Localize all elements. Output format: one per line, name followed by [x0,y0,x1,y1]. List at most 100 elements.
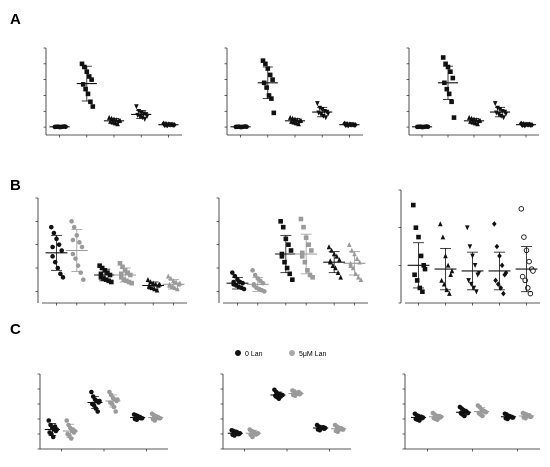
chart-b3 [398,189,540,306]
data-point [142,116,148,122]
data-point [465,225,470,231]
data-point [282,259,287,265]
data-point [412,272,417,278]
data-point [68,436,74,441]
data-point [117,261,123,266]
data-point [90,104,96,109]
data-point [307,272,313,278]
data-point [118,271,124,277]
data-point [95,409,100,414]
data-point [444,86,450,92]
legend: 0 Lan 5μM Lan [235,350,326,358]
chart-c2 [220,373,351,452]
series-group [227,427,243,438]
data-point [439,277,444,283]
data-point [492,221,497,227]
data-point [418,253,424,259]
data-point [260,58,266,63]
data-point [445,262,451,268]
data-point [230,270,235,275]
data-point [411,202,416,208]
data-group [142,276,165,293]
data-group [76,61,97,109]
data-group [312,101,333,121]
data-point [250,268,255,273]
data-point [493,277,498,284]
data-point [81,277,86,282]
data-point [98,271,104,277]
data-group [407,202,430,294]
data-point [315,101,320,107]
data-point [334,253,340,259]
data-point [82,64,87,70]
series-group [130,412,146,423]
series-group [410,411,427,423]
data-point [501,290,506,297]
data-point [121,277,127,282]
series-group [518,410,535,421]
data-group [284,114,306,127]
data-point [323,115,329,121]
data-point [101,276,106,281]
data-point [79,244,85,250]
data-point [264,85,269,90]
data-point [115,121,120,127]
data-point [438,221,443,227]
data-group [339,120,360,129]
data-group [323,244,346,280]
data-point [79,61,85,67]
data-point [526,258,532,265]
data-point [263,61,268,67]
data-point [80,82,86,87]
data-group [230,124,251,130]
data-group [463,114,485,127]
data-group [114,261,137,286]
data-point [98,275,104,280]
series-group [105,389,121,414]
data-point [465,410,471,416]
legend-marker-0-lan [235,350,241,356]
data-point [494,243,500,250]
data-point [252,272,258,278]
data-point [70,237,76,243]
data-point [270,77,275,82]
data-point [49,224,54,230]
data-point [448,69,453,75]
data-point [267,72,273,78]
data-point [416,234,421,240]
charts-layer [35,47,540,452]
data-group [162,273,185,292]
series-group [288,388,304,399]
data-point [346,241,352,247]
data-point [466,278,471,284]
data-point [120,264,125,270]
data-point [519,273,526,280]
data-point [440,234,446,240]
data-point [89,77,94,82]
chart-b2 [216,197,368,306]
data-point [476,270,482,276]
data-point [250,434,255,440]
data-point [145,276,151,282]
data-point [60,275,66,280]
data-point [105,270,110,275]
chart-a2 [224,47,363,138]
data-point [301,224,306,230]
data-point [358,276,364,282]
data-group [489,101,511,121]
data-group [434,221,457,296]
data-point [134,104,139,110]
data-point [447,290,452,296]
data-point [266,93,272,98]
legend-marker-5um-lan [289,350,295,356]
panel-label-b: B [10,177,21,194]
data-point [89,389,94,395]
series-group [44,418,60,440]
data-point [284,265,290,271]
data-group [274,219,297,282]
chart-b1 [35,197,187,306]
series-group [313,422,329,433]
data-point [527,290,534,297]
data-group [257,58,278,116]
